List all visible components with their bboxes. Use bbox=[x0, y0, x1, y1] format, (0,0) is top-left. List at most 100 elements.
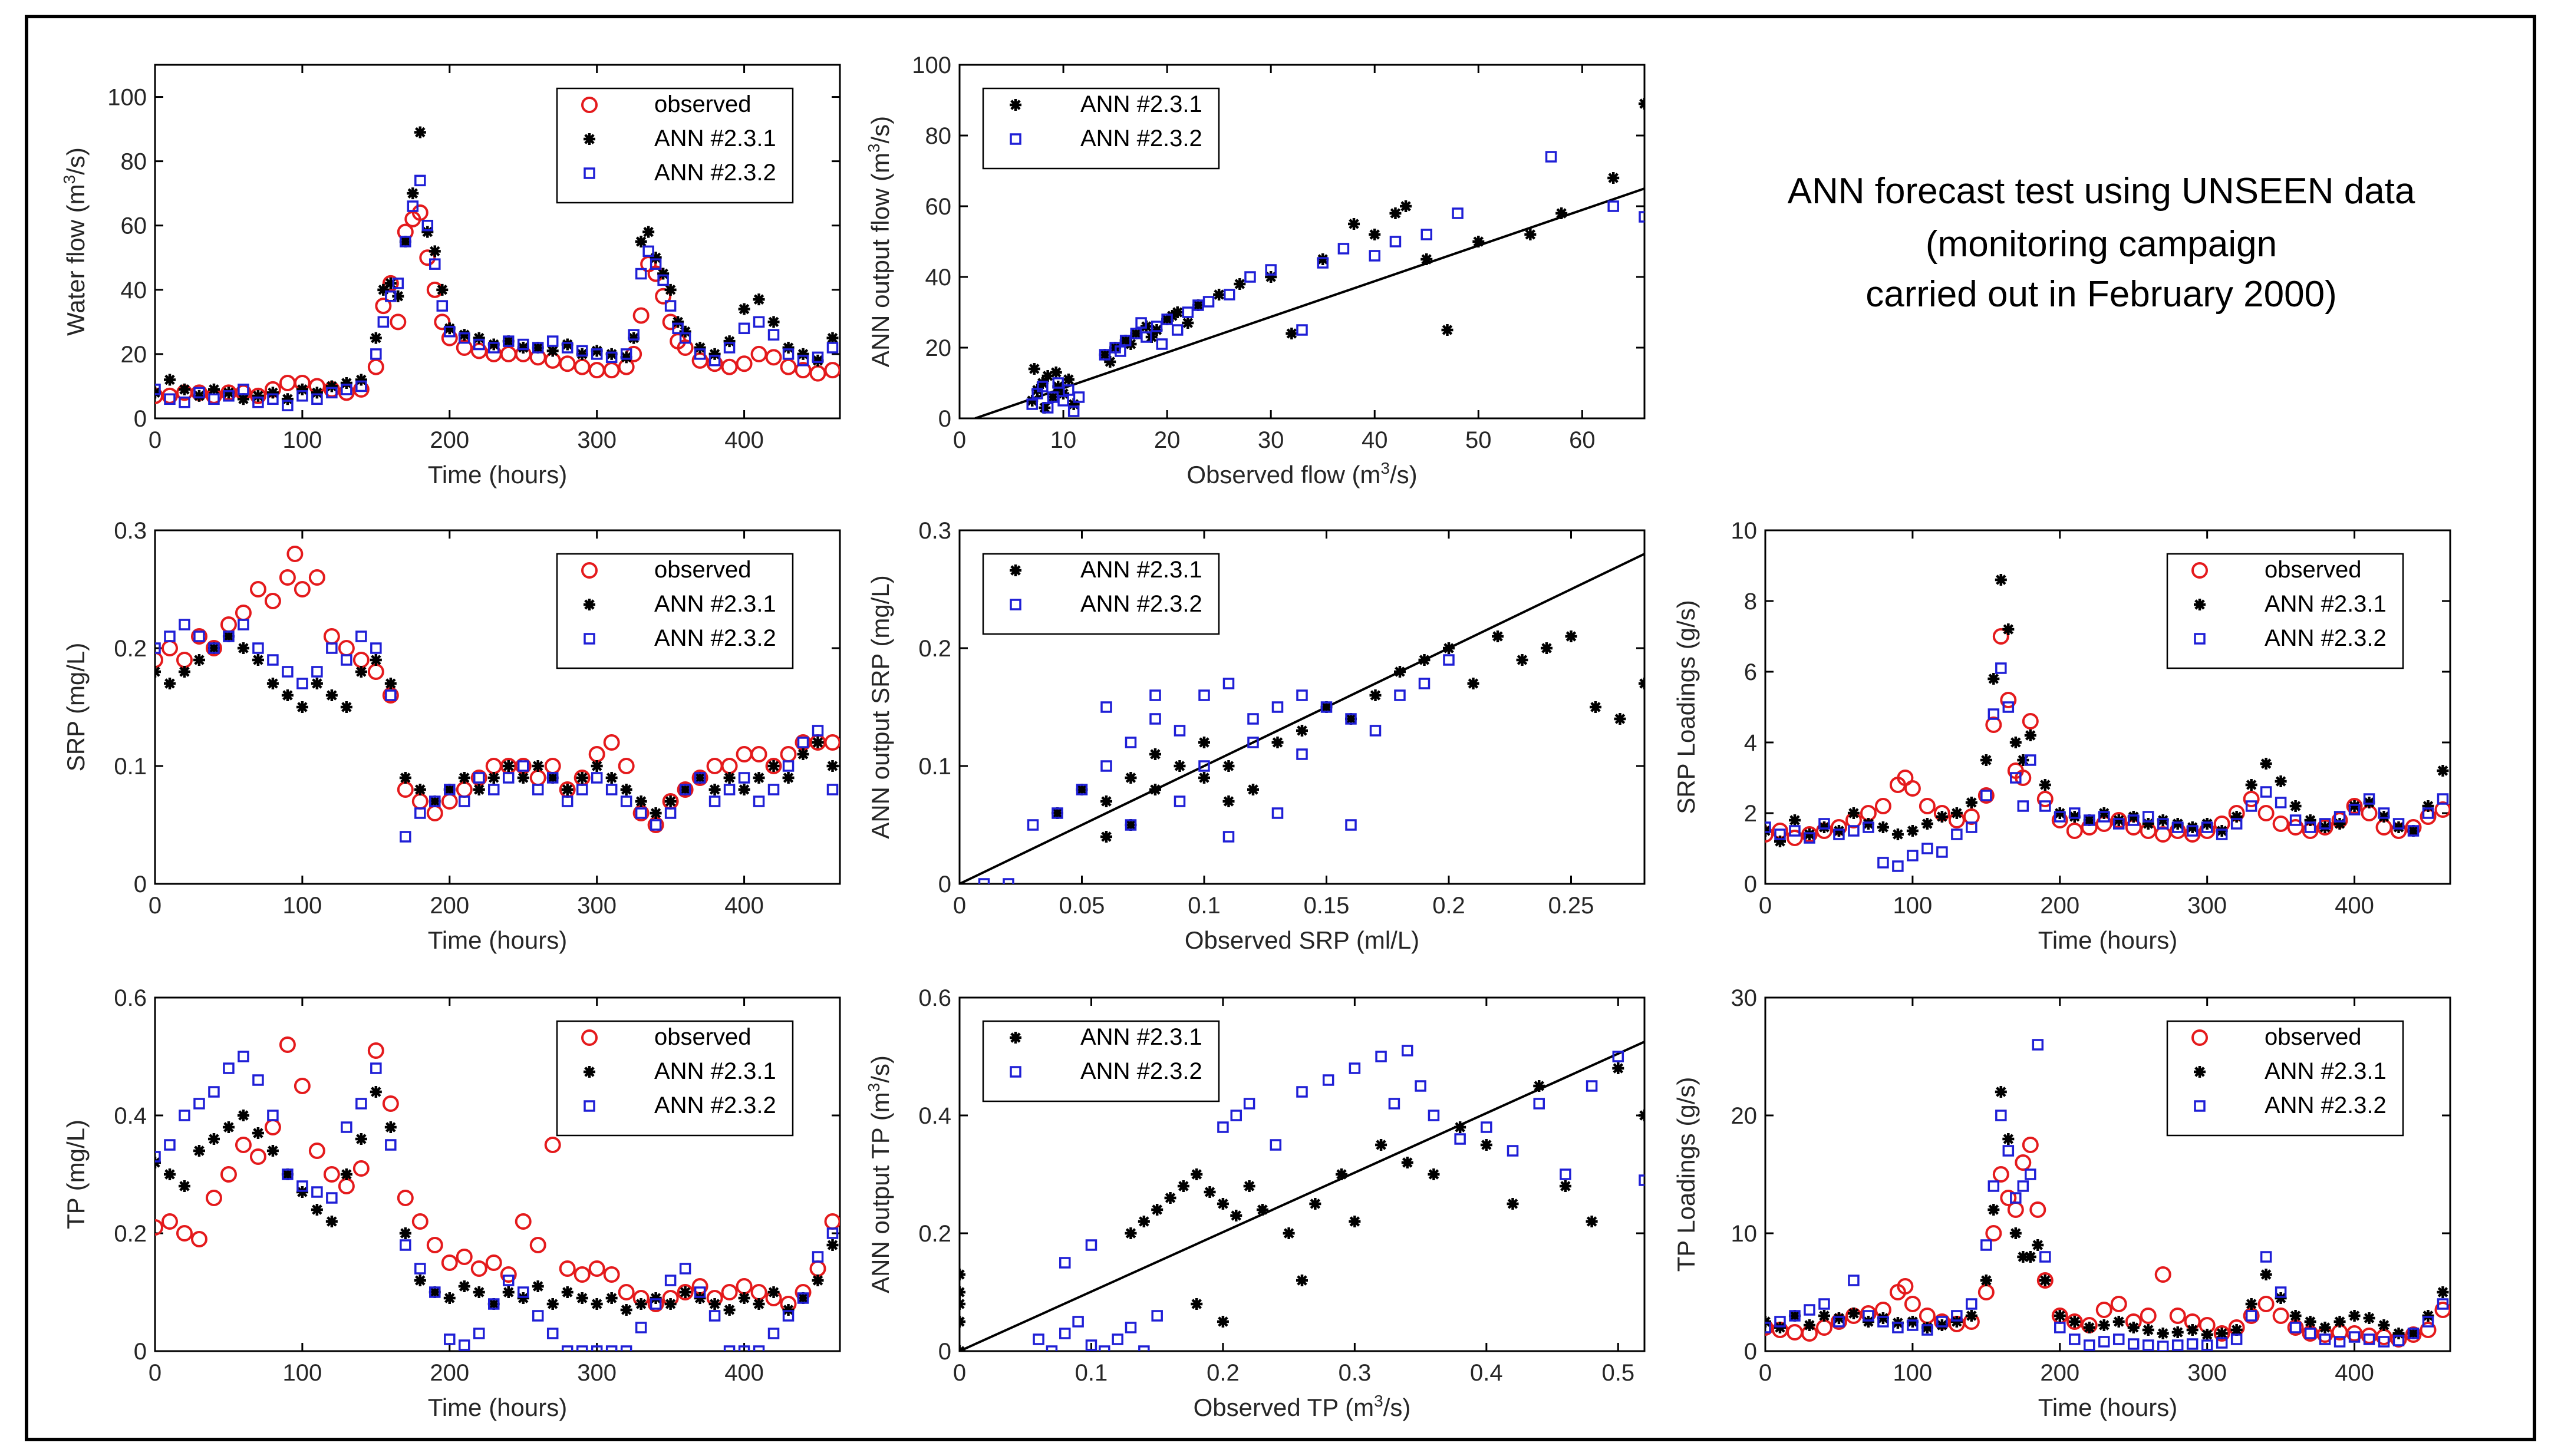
data-point bbox=[238, 619, 249, 630]
legend-label: ANN #2.3.1 bbox=[1080, 91, 1202, 117]
data-point bbox=[429, 795, 441, 807]
data-point bbox=[1125, 737, 1137, 748]
data-point bbox=[400, 831, 411, 843]
x-tick-label: 200 bbox=[2040, 1360, 2079, 1386]
data-point bbox=[517, 1292, 529, 1304]
data-point bbox=[797, 355, 809, 367]
data-point bbox=[2154, 1266, 2171, 1283]
data-point bbox=[657, 274, 669, 286]
data-point bbox=[1151, 1310, 1163, 1322]
y-axis-label: Water flow (m3/s) bbox=[60, 147, 90, 336]
x-tick-label: 200 bbox=[430, 893, 469, 919]
legend-marker bbox=[581, 1029, 598, 1046]
data-point bbox=[679, 1286, 691, 1298]
data-point bbox=[824, 734, 840, 751]
data-point bbox=[561, 1345, 573, 1351]
data-point bbox=[2201, 1329, 2213, 1341]
legend-label: ANN #2.3.1 bbox=[654, 126, 776, 151]
y-tick-label: 0.1 bbox=[918, 754, 951, 780]
data-point bbox=[164, 1139, 176, 1151]
legend-label: observed bbox=[2265, 557, 2362, 583]
data-point bbox=[2054, 807, 2066, 819]
data-point bbox=[1217, 1121, 1229, 1133]
data-point bbox=[1832, 1312, 1845, 1324]
data-point bbox=[679, 1263, 691, 1275]
data-point bbox=[252, 1074, 264, 1086]
data-point bbox=[1198, 772, 1210, 784]
x-tick-label: 400 bbox=[2335, 893, 2374, 919]
data-point bbox=[2015, 770, 2032, 786]
data-point bbox=[1222, 678, 1235, 689]
data-point bbox=[1401, 1157, 1413, 1168]
x-axis-label: Time (hours) bbox=[428, 461, 567, 488]
data-point bbox=[1472, 236, 1485, 247]
data-point bbox=[767, 329, 780, 341]
data-point bbox=[456, 1249, 473, 1265]
data-point bbox=[679, 325, 691, 338]
data-point bbox=[2032, 1239, 2044, 1251]
data-point bbox=[325, 1216, 338, 1227]
legend-label: observed bbox=[654, 557, 752, 583]
data-point bbox=[341, 1121, 352, 1133]
legend-label: ANN #2.3.1 bbox=[2265, 1058, 2387, 1084]
data-point bbox=[1047, 391, 1059, 403]
data-point bbox=[2002, 1145, 2015, 1157]
data-point bbox=[1230, 1210, 1242, 1221]
data-point bbox=[2000, 692, 2017, 708]
data-point bbox=[382, 275, 399, 292]
legend-marker bbox=[584, 599, 595, 610]
data-point bbox=[655, 288, 672, 305]
series-ann-2-3-2 bbox=[155, 174, 839, 411]
data-point bbox=[2002, 701, 2015, 713]
data-point bbox=[723, 784, 736, 795]
data-point bbox=[458, 329, 470, 341]
data-point bbox=[1115, 345, 1126, 357]
data-point bbox=[411, 204, 429, 221]
data-point bbox=[1492, 630, 1504, 642]
data-point bbox=[1271, 737, 1284, 748]
legend-label: observed bbox=[2265, 1024, 2362, 1050]
data-point bbox=[1533, 1098, 1545, 1110]
data-point bbox=[2260, 758, 2272, 770]
data-point bbox=[1234, 278, 1246, 290]
fit-line bbox=[960, 1041, 1644, 1351]
figure-frame bbox=[25, 15, 2536, 1441]
data-point bbox=[2098, 811, 2110, 823]
data-point bbox=[1919, 798, 1936, 814]
legend-marker bbox=[584, 633, 595, 645]
data-point bbox=[767, 1328, 780, 1339]
x-tick-label: 100 bbox=[1893, 893, 1933, 919]
data-point bbox=[252, 389, 264, 402]
data-point bbox=[723, 1345, 736, 1351]
data-point bbox=[2127, 1322, 2140, 1333]
data-point bbox=[502, 1275, 515, 1286]
data-point bbox=[2257, 805, 2275, 821]
data-point bbox=[517, 338, 529, 351]
data-point bbox=[235, 1137, 252, 1153]
data-point bbox=[2289, 814, 2302, 826]
legend-marker bbox=[2191, 562, 2208, 579]
data-point bbox=[2157, 1328, 2169, 1339]
data-point bbox=[1786, 830, 1803, 846]
data-point bbox=[2437, 765, 2449, 777]
data-point bbox=[355, 374, 367, 386]
data-point bbox=[1151, 1204, 1164, 1216]
data-point bbox=[1345, 713, 1357, 725]
data-point bbox=[1541, 642, 1553, 654]
data-point bbox=[1033, 1333, 1044, 1345]
legend-marker bbox=[1010, 1032, 1021, 1044]
data-point bbox=[2304, 1328, 2316, 1339]
data-point bbox=[411, 1213, 429, 1230]
data-point bbox=[635, 807, 647, 819]
data-point bbox=[1191, 1168, 1203, 1180]
data-point bbox=[1247, 713, 1259, 725]
data-point bbox=[657, 268, 670, 280]
data-point bbox=[1317, 253, 1329, 265]
annotation-line-1: ANN forecast test using UNSEEN data bbox=[1788, 171, 2415, 212]
data-point bbox=[812, 737, 824, 748]
data-point bbox=[1149, 713, 1161, 725]
data-point bbox=[2022, 713, 2039, 729]
legend-marker bbox=[1010, 133, 1021, 145]
data-point bbox=[2260, 1251, 2272, 1263]
y-tick-label: 0.2 bbox=[918, 1221, 951, 1247]
